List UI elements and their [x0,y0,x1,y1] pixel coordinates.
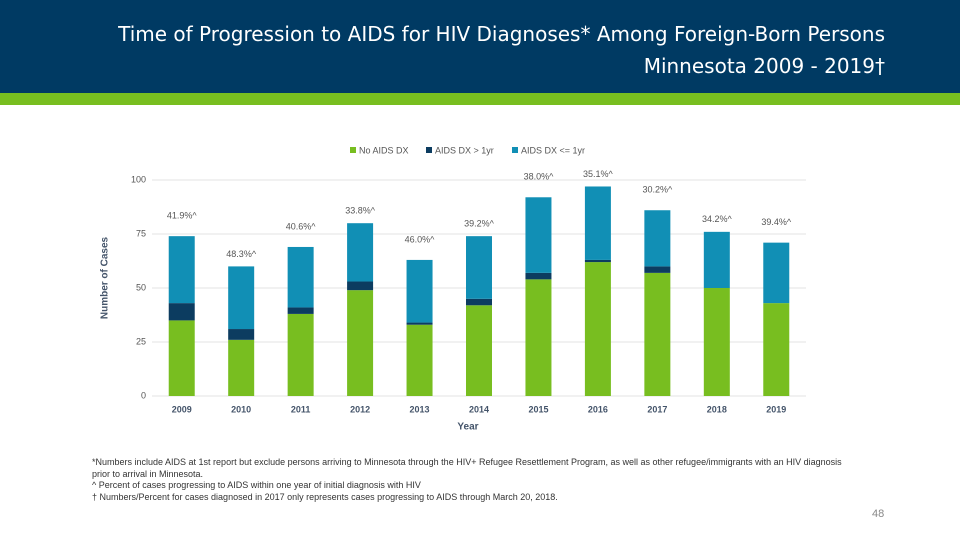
bar-segment [644,210,671,267]
bar-segment [406,324,433,396]
y-tick-label: 25 [136,336,146,346]
y-axis-title: Number of Cases [100,236,111,319]
x-tick-label: 2013 [410,404,430,414]
bar-segment [287,246,314,308]
bar-segment [168,236,195,304]
x-tick-label: 2014 [469,404,489,414]
x-tick-label: 2016 [588,404,608,414]
x-tick-label: 2012 [350,404,370,414]
bar-segment [763,303,790,396]
bar-segment [644,266,671,273]
header-stripe [0,93,960,105]
bar-segment [703,288,730,396]
bar-segment [347,281,374,291]
bar-segment [287,313,314,396]
bar-segment [406,259,433,323]
legend-label: No AIDS DX [359,145,409,155]
bar-segment [466,305,492,396]
bar-segment [703,231,730,288]
bar-annotation: 30.2%^ [642,185,673,195]
x-tick-label: 2015 [528,404,548,414]
bar-segment [584,259,611,263]
bar-annotation: 39.2%^ [464,219,495,229]
bar-segment [525,272,552,280]
y-tick-label: 100 [131,174,146,184]
bar-annotation: 33.8%^ [345,206,376,216]
bar-annotation: 46.0%^ [405,234,436,244]
y-tick-label: 50 [136,282,146,292]
bar-segment [466,236,492,299]
x-tick-label: 2009 [172,404,192,414]
footnote: ^ Percent of cases progressing to AIDS w… [92,480,421,490]
x-tick-label: 2017 [647,404,667,414]
legend-label: AIDS DX > 1yr [435,145,494,155]
x-tick-label: 2019 [766,404,786,414]
header-band [0,0,960,93]
bar-segment [525,279,552,396]
bar-segment [763,242,790,304]
bar-annotation: 48.3%^ [226,249,257,259]
x-tick-label: 2018 [707,404,727,414]
legend-swatch [350,147,356,153]
bar-segment [644,272,671,396]
title: Minnesota 2009 - 2019† [643,54,885,78]
bar-segment [287,307,314,314]
bar-annotation: 39.4%^ [761,217,792,227]
footnote: † Numbers/Percent for cases diagnosed in… [92,491,558,502]
bar-segment [228,266,255,330]
page-number: 48 [872,508,885,520]
bar-segment [406,322,433,325]
bar-segment [525,197,552,273]
bar-segment [228,329,255,340]
bar-annotation: 41.9%^ [167,211,198,221]
y-tick-label: 0 [141,390,146,400]
bar-annotation: 38.0%^ [524,172,555,182]
legend-label: AIDS DX <= 1yr [521,145,585,155]
x-tick-label: 2011 [291,404,311,414]
bar-segment [228,339,255,396]
x-axis-title: Year [457,422,478,433]
bar-segment [584,262,611,396]
x-tick-label: 2010 [231,404,251,414]
bar-segment [347,290,374,396]
bar-segment [584,186,611,260]
bar-segment [347,223,374,282]
footnotes: *Numbers include AIDS at 1st report but … [92,457,852,503]
bar-segment [168,320,195,396]
footnote: *Numbers include AIDS at 1st report but … [92,457,842,479]
bar-annotation: 40.6%^ [286,221,317,231]
legend-swatch [512,147,518,153]
y-tick-label: 75 [136,228,146,238]
title: Time of Progression to AIDS for HIV Diag… [118,22,885,46]
bar-annotation: 35.1%^ [583,169,614,179]
bar-segment [466,298,492,306]
bar-segment [168,303,195,321]
bar-annotation: 34.2%^ [702,214,733,224]
legend-swatch [426,147,432,153]
